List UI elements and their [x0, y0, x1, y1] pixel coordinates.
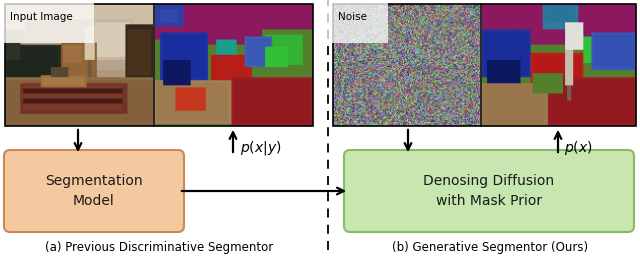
Bar: [5, 4, 313, 126]
Text: (b) Generative Segmentor (Ours): (b) Generative Segmentor (Ours): [392, 241, 588, 254]
FancyBboxPatch shape: [4, 150, 184, 232]
Text: Input Image: Input Image: [10, 12, 73, 22]
Text: Noise: Noise: [338, 12, 367, 22]
Text: Denosing Diffusion
with Mask Prior: Denosing Diffusion with Mask Prior: [424, 174, 555, 208]
Text: $p(x)$: $p(x)$: [564, 139, 593, 157]
Text: (a) Previous Discriminative Segmentor: (a) Previous Discriminative Segmentor: [45, 241, 273, 254]
FancyBboxPatch shape: [344, 150, 634, 232]
Text: $p(x|y)$: $p(x|y)$: [240, 139, 282, 157]
Text: Segmentation
Model: Segmentation Model: [45, 174, 143, 208]
Bar: [333, 4, 636, 126]
